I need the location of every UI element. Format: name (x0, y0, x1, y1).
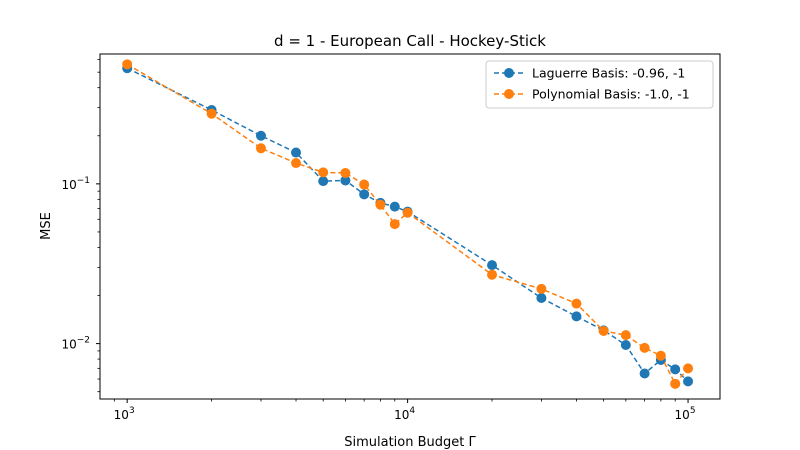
data-point-laguerre (683, 376, 694, 387)
data-point-laguerre (571, 311, 582, 322)
data-point-laguerre (670, 364, 681, 375)
minor-ticks (97, 59, 676, 402)
data-point-polynomial (598, 325, 609, 336)
data-point-laguerre (291, 147, 302, 158)
data-point-laguerre (255, 130, 266, 141)
legend-box (485, 60, 714, 109)
legend-label-laguerre: Laguerre Basis: -0.96, -1 (532, 66, 685, 81)
data-point-polynomial (389, 219, 400, 230)
y-tick-label: 10−1 (61, 176, 90, 192)
data-point-laguerre (389, 201, 400, 212)
legend-marker-laguerre (504, 68, 514, 78)
data-point-laguerre (318, 176, 329, 187)
data-point-polynomial (571, 298, 582, 309)
series-layer (122, 59, 694, 389)
data-point-polynomial (536, 283, 547, 294)
data-point-polynomial (359, 179, 370, 190)
data-point-laguerre (620, 340, 631, 350)
data-point-polynomial (318, 167, 329, 178)
data-point-laguerre (340, 175, 351, 186)
data-point-polynomial (639, 342, 650, 353)
data-point-polynomial (655, 350, 666, 361)
x-tick-label: 104 (394, 406, 415, 422)
data-point-polynomial (375, 199, 386, 210)
y-axis-label: MSE (39, 212, 54, 240)
x-tick-label: 103 (114, 406, 135, 422)
chart-title: d = 1 - European Call - Hockey-Stick (274, 32, 546, 50)
data-point-polynomial (670, 378, 681, 389)
major-ticks: 103 104 105 10−1 10−2 (61, 176, 695, 422)
data-point-laguerre (536, 292, 547, 303)
data-point-polynomial (122, 59, 133, 70)
plot-area-frame (99, 53, 721, 400)
series-polynomial (122, 59, 694, 389)
data-point-polynomial (291, 158, 302, 169)
legend-label-polynomial: Polynomial Basis: -1.0, -1 (532, 87, 690, 102)
y-tick-label: 10−2 (61, 336, 90, 352)
data-point-laguerre (487, 260, 498, 271)
data-point-polynomial (402, 207, 413, 218)
data-point-polynomial (206, 108, 217, 119)
legend-marker-polynomial (504, 89, 514, 99)
data-point-polynomial (487, 269, 498, 280)
data-point-laguerre (639, 368, 650, 379)
x-tick-label: 105 (675, 406, 696, 422)
data-point-laguerre (359, 189, 370, 200)
data-point-polynomial (340, 167, 351, 178)
legend: Laguerre Basis: -0.96, -1 Polynomial Bas… (485, 60, 714, 109)
data-point-polynomial (683, 363, 694, 374)
data-point-polynomial (255, 143, 266, 154)
x-axis-label: Simulation Budget Γ (344, 435, 476, 450)
data-point-polynomial (620, 330, 631, 341)
